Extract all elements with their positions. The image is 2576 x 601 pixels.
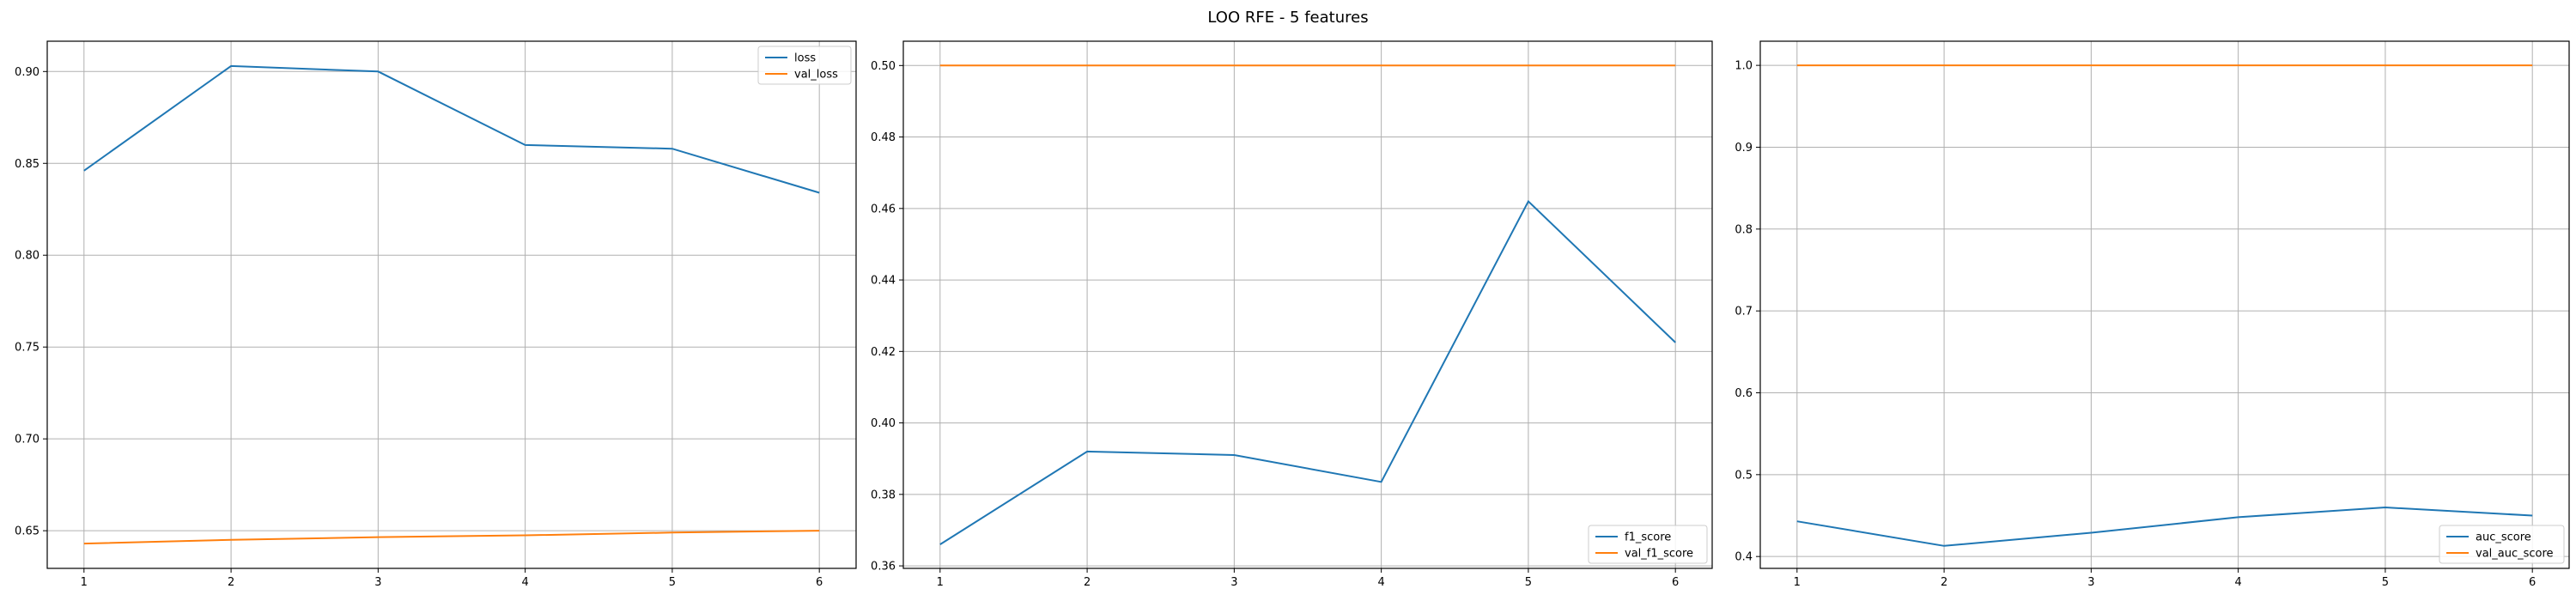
x-tick-label: 2 [1941,576,1947,589]
y-tick-label: 0.85 [15,158,39,171]
axes-frame [46,40,857,569]
axes-frame [902,40,1713,569]
y-tick-label: 0.44 [871,275,896,288]
y-tick-label: 0.38 [871,489,896,501]
legend-label: auc_score [2476,531,2531,544]
y-tick-label: 0.75 [15,342,39,355]
x-tick-label: 2 [1084,576,1091,589]
x-tick-label: 6 [816,576,823,589]
y-tick-label: 0.36 [871,561,896,574]
legend-box [1588,525,1708,564]
series-line-f1_score [939,199,1676,545]
x-tick-label: 1 [81,576,88,589]
x-tick-label: 2 [228,576,234,589]
subplot-loss: 1 2 3 4 5 6 0.65 0.70 0.75 0.80 0.85 0.90 loss val_lo… [15,40,857,589]
y-tick-label: 0.40 [871,417,896,430]
y-tick-label: 0.65 [15,525,39,538]
y-tick-label: 1.0 [1735,60,1753,73]
legend-label: val_auc_score [2476,548,2554,561]
y-tick-label: 0.48 [871,131,896,144]
series-line-loss [83,64,820,194]
y-tick-label: 0.5 [1735,469,1753,482]
y-tick-label: 0.9 [1735,142,1753,155]
x-tick-label: 6 [1672,576,1679,589]
axes-frame [1759,40,2570,569]
legend-label: val_f1_score [1625,548,1693,561]
legend-label: val_loss [794,69,838,82]
y-tick-label: 0.8 [1735,223,1753,236]
y-tick-label: 0.6 [1735,387,1753,400]
figure-title: LOO RFE - 5 features [1207,9,1369,27]
y-tick-label: 0.50 [871,60,896,73]
subplot-auc-score: 1 2 3 4 5 6 0.4 0.5 0.6 0.7 0.8 0.9 1.0 auc_score val_… [1735,40,2570,589]
legend: loss val_loss [757,46,852,85]
series-line-auc_score [1796,506,2533,547]
legend: auc_score val_auc_score [2439,525,2565,564]
x-tick-label: 3 [2087,576,2094,589]
subplot-f1-score: 1 2 3 4 5 6 0.36 0.38 0.40 0.42 0.44 0.46 0.48 0.50 f1… [871,40,1713,589]
legend: f1_score val_f1_score [1588,525,1708,564]
legend-label: loss [794,52,816,65]
legend-box [2439,525,2565,564]
x-tick-label: 1 [937,576,944,589]
y-tick-label: 0.70 [15,434,39,446]
series-line-val_loss [83,530,820,545]
x-tick-label: 4 [2234,576,2241,589]
y-tick-label: 0.42 [871,346,896,359]
x-tick-label: 5 [1525,576,1532,589]
x-tick-label: 5 [2382,576,2389,589]
y-tick-label: 0.46 [871,203,896,216]
y-tick-label: 0.4 [1735,551,1753,564]
legend-label: f1_score [1625,531,1671,544]
x-tick-label: 4 [521,576,528,589]
x-tick-label: 3 [1230,576,1237,589]
x-tick-label: 5 [669,576,676,589]
y-tick-label: 0.7 [1735,306,1753,319]
x-tick-label: 1 [1794,576,1801,589]
y-tick-label: 0.90 [15,66,39,79]
y-tick-label: 0.80 [15,250,39,263]
x-tick-label: 3 [374,576,381,589]
x-tick-label: 6 [2529,576,2536,589]
x-tick-label: 4 [1377,576,1384,589]
